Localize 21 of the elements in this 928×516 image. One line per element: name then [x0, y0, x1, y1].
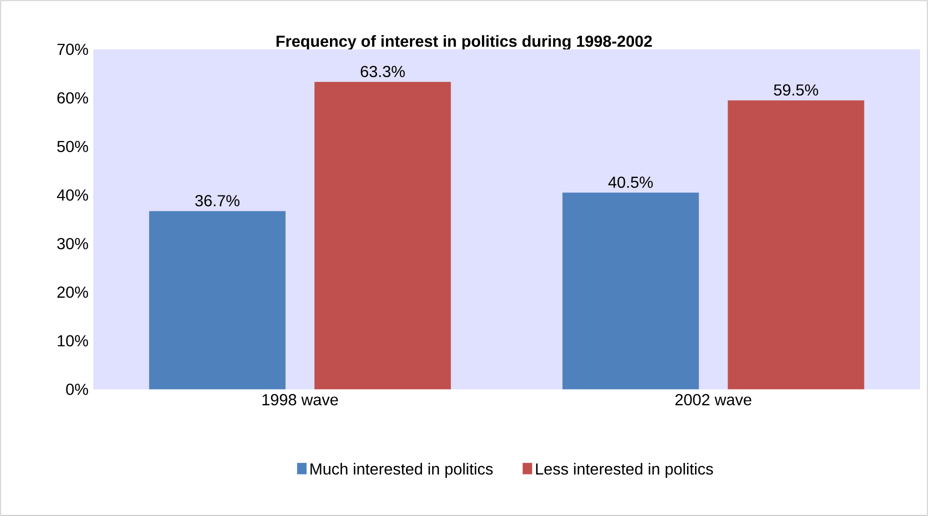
chart-title: Frequency of interest in politics during 1998-2002: [276, 35, 652, 50]
bar: [149, 211, 286, 390]
y-tick-label: 0%: [66, 384, 88, 395]
y-tick-label: 50%: [57, 140, 88, 152]
y-tick-label: 40%: [56, 189, 88, 201]
bar: [314, 82, 451, 390]
x-tick-label: 1998 wave: [262, 394, 338, 406]
x-tick-label: 2002 wave: [675, 394, 752, 406]
data-label: 36.7%: [195, 195, 240, 206]
bar: [562, 192, 699, 390]
bar: [728, 100, 864, 390]
y-tick-label: 30%: [57, 238, 88, 250]
legend-label: Much interested in politics: [310, 462, 493, 478]
data-label: 59.5%: [774, 84, 818, 96]
legend-label: Less interested in politics: [536, 462, 713, 478]
data-label: 63.3%: [360, 66, 405, 78]
data-label: 40.5%: [608, 176, 653, 188]
y-tick-label: 20%: [57, 286, 88, 298]
y-tick-label: 70%: [57, 44, 88, 55]
y-tick-label: 60%: [57, 92, 88, 104]
y-tick-label: 10%: [58, 335, 88, 346]
